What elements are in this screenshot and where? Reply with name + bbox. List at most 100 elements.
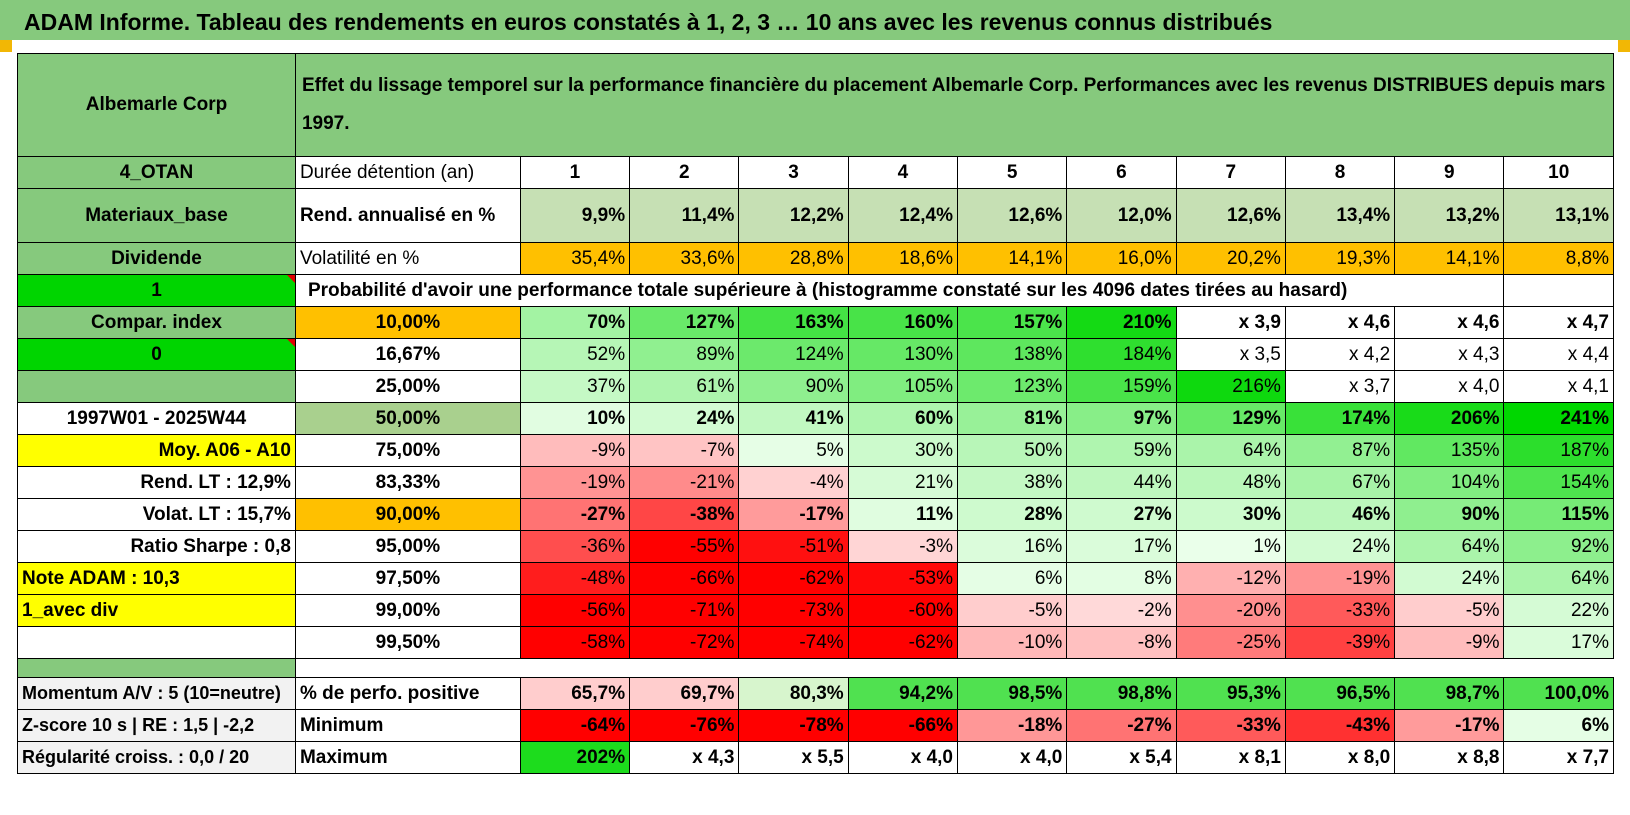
quantile-left-label: Compar. index xyxy=(18,307,296,339)
quantile-value: -8% xyxy=(1067,627,1176,659)
quantile-value: -5% xyxy=(1395,595,1504,627)
quantile-value: 22% xyxy=(1504,595,1614,627)
quantile-row: 0 16,67% 52% 89% 124% 130% 138% 184% x 3,5 x 4,2 x… xyxy=(18,339,1614,371)
footer-value: -27% xyxy=(1067,710,1176,742)
quantile-value: 64% xyxy=(1395,531,1504,563)
footer-row: Régularité croiss. : 0,0 / 20 Maximum 202%… xyxy=(18,742,1614,774)
footer-left-label: Régularité croiss. : 0,0 / 20 xyxy=(18,742,296,774)
quantile-value: 241% xyxy=(1504,403,1614,435)
quantile-left-label: Rend. LT : 12,9% xyxy=(18,467,296,499)
quantile-value: 89% xyxy=(630,339,739,371)
quantile-percent: 99,00% xyxy=(295,595,520,627)
quantile-percent: 50,00% xyxy=(295,403,520,435)
footer-value: 69,7% xyxy=(630,678,739,710)
quantile-percent: 10,00% xyxy=(295,307,520,339)
footer-value: 100,0% xyxy=(1504,678,1614,710)
quantile-value: 44% xyxy=(1067,467,1176,499)
quantile-value: 163% xyxy=(739,307,848,339)
quantile-value: 28% xyxy=(958,499,1067,531)
footer-value: 96,5% xyxy=(1285,678,1394,710)
quantile-value: -58% xyxy=(520,627,629,659)
quantile-value: -56% xyxy=(520,595,629,627)
footer-value: -18% xyxy=(958,710,1067,742)
footer-value: x 8,1 xyxy=(1176,742,1285,774)
quantile-row: Note ADAM : 10,3 97,50% -48% -66% -62% -53% 6%… xyxy=(18,563,1614,595)
quantile-percent: 16,67% xyxy=(295,339,520,371)
quantile-percent: 95,00% xyxy=(295,531,520,563)
footer-value: 98,8% xyxy=(1067,678,1176,710)
quantile-left-label: Moy. A06 - A10 xyxy=(18,435,296,467)
quantile-value: 92% xyxy=(1504,531,1614,563)
quantile-row: Ratio Sharpe : 0,8 95,00% -36% -55% -51% -3% 1… xyxy=(18,531,1614,563)
probability-heading: Probabilité d'avoir une performance tota… xyxy=(295,275,1504,307)
empty-cell xyxy=(1504,275,1614,307)
footer-value: -17% xyxy=(1395,710,1504,742)
duration-year: 8 xyxy=(1285,157,1394,189)
volatility-value: 35,4% xyxy=(520,243,629,275)
duration-year: 6 xyxy=(1067,157,1176,189)
quantile-row: 1997W01 - 2025W44 50,00% 10% 24% 41% 60% 81% 97… xyxy=(18,403,1614,435)
quantile-value: 115% xyxy=(1504,499,1614,531)
quantile-left-label: Ratio Sharpe : 0,8 xyxy=(18,531,296,563)
row-label: Rend. annualisé en % xyxy=(295,189,520,243)
quantile-value: 159% xyxy=(1067,371,1176,403)
annualized-return-value: 12,6% xyxy=(1176,189,1285,243)
quantile-value: 124% xyxy=(739,339,848,371)
quantile-value: -12% xyxy=(1176,563,1285,595)
quantile-value: 123% xyxy=(958,371,1067,403)
asset-name: Albemarle Corp xyxy=(18,54,296,157)
footer-label: % de perfo. positive xyxy=(295,678,520,710)
duration-year: 9 xyxy=(1395,157,1504,189)
returns-table: Albemarle Corp Effet du lissage temporel… xyxy=(17,53,1614,774)
quantile-value: 48% xyxy=(1176,467,1285,499)
duration-year: 2 xyxy=(630,157,739,189)
quantile-value: 135% xyxy=(1395,435,1504,467)
duration-year: 10 xyxy=(1504,157,1614,189)
quantile-left-label xyxy=(18,371,296,403)
quantile-value: -20% xyxy=(1176,595,1285,627)
header-row: Albemarle Corp Effet du lissage temporel… xyxy=(18,54,1614,157)
footer-value: -78% xyxy=(739,710,848,742)
quantile-percent: 90,00% xyxy=(295,499,520,531)
quantile-row: 1_avec div 99,00% -56% -71% -73% -60% -5% -2% -2… xyxy=(18,595,1614,627)
duration-year: 1 xyxy=(520,157,629,189)
duration-year: 7 xyxy=(1176,157,1285,189)
quantile-percent: 99,50% xyxy=(295,627,520,659)
spacer-blank xyxy=(295,659,1613,678)
duration-row: 4_OTAN Durée détention (an) 1 2 3 4 5 6 7 8 9 10 xyxy=(18,157,1614,189)
footer-value: x 8,0 xyxy=(1285,742,1394,774)
volatility-value: 18,6% xyxy=(848,243,957,275)
annualized-return-value: 13,2% xyxy=(1395,189,1504,243)
footer-value: -76% xyxy=(630,710,739,742)
quantile-percent: 83,33% xyxy=(295,467,520,499)
annualized-return-value: 12,0% xyxy=(1067,189,1176,243)
annualized-return-value: 9,9% xyxy=(520,189,629,243)
footer-value: -66% xyxy=(848,710,957,742)
quantile-value: 157% xyxy=(958,307,1067,339)
footer-left-label: Momentum A/V : 5 (10=neutre) xyxy=(18,678,296,710)
quantile-value: -66% xyxy=(630,563,739,595)
footer-label: Minimum xyxy=(295,710,520,742)
quantile-value: 160% xyxy=(848,307,957,339)
quantile-value: x 4,7 xyxy=(1504,307,1614,339)
volatility-value: 8,8% xyxy=(1504,243,1614,275)
quantile-value: x 4,3 xyxy=(1395,339,1504,371)
quantile-value: -53% xyxy=(848,563,957,595)
quantile-value: 97% xyxy=(1067,403,1176,435)
quantile-value: 90% xyxy=(739,371,848,403)
footer-value: x 7,7 xyxy=(1504,742,1614,774)
quantile-value: 8% xyxy=(1067,563,1176,595)
footer-value: -33% xyxy=(1176,710,1285,742)
quantile-value: x 3,9 xyxy=(1176,307,1285,339)
quantile-value: 17% xyxy=(1067,531,1176,563)
quantile-percent: 97,50% xyxy=(295,563,520,595)
volatility-value: 14,1% xyxy=(1395,243,1504,275)
quantile-value: -19% xyxy=(520,467,629,499)
quantile-value: -48% xyxy=(520,563,629,595)
quantile-value: 216% xyxy=(1176,371,1285,403)
quantile-value: 59% xyxy=(1067,435,1176,467)
quantile-value: 50% xyxy=(958,435,1067,467)
quantile-value: -7% xyxy=(630,435,739,467)
row-label: Volatilité en % xyxy=(295,243,520,275)
quantile-value: 138% xyxy=(958,339,1067,371)
